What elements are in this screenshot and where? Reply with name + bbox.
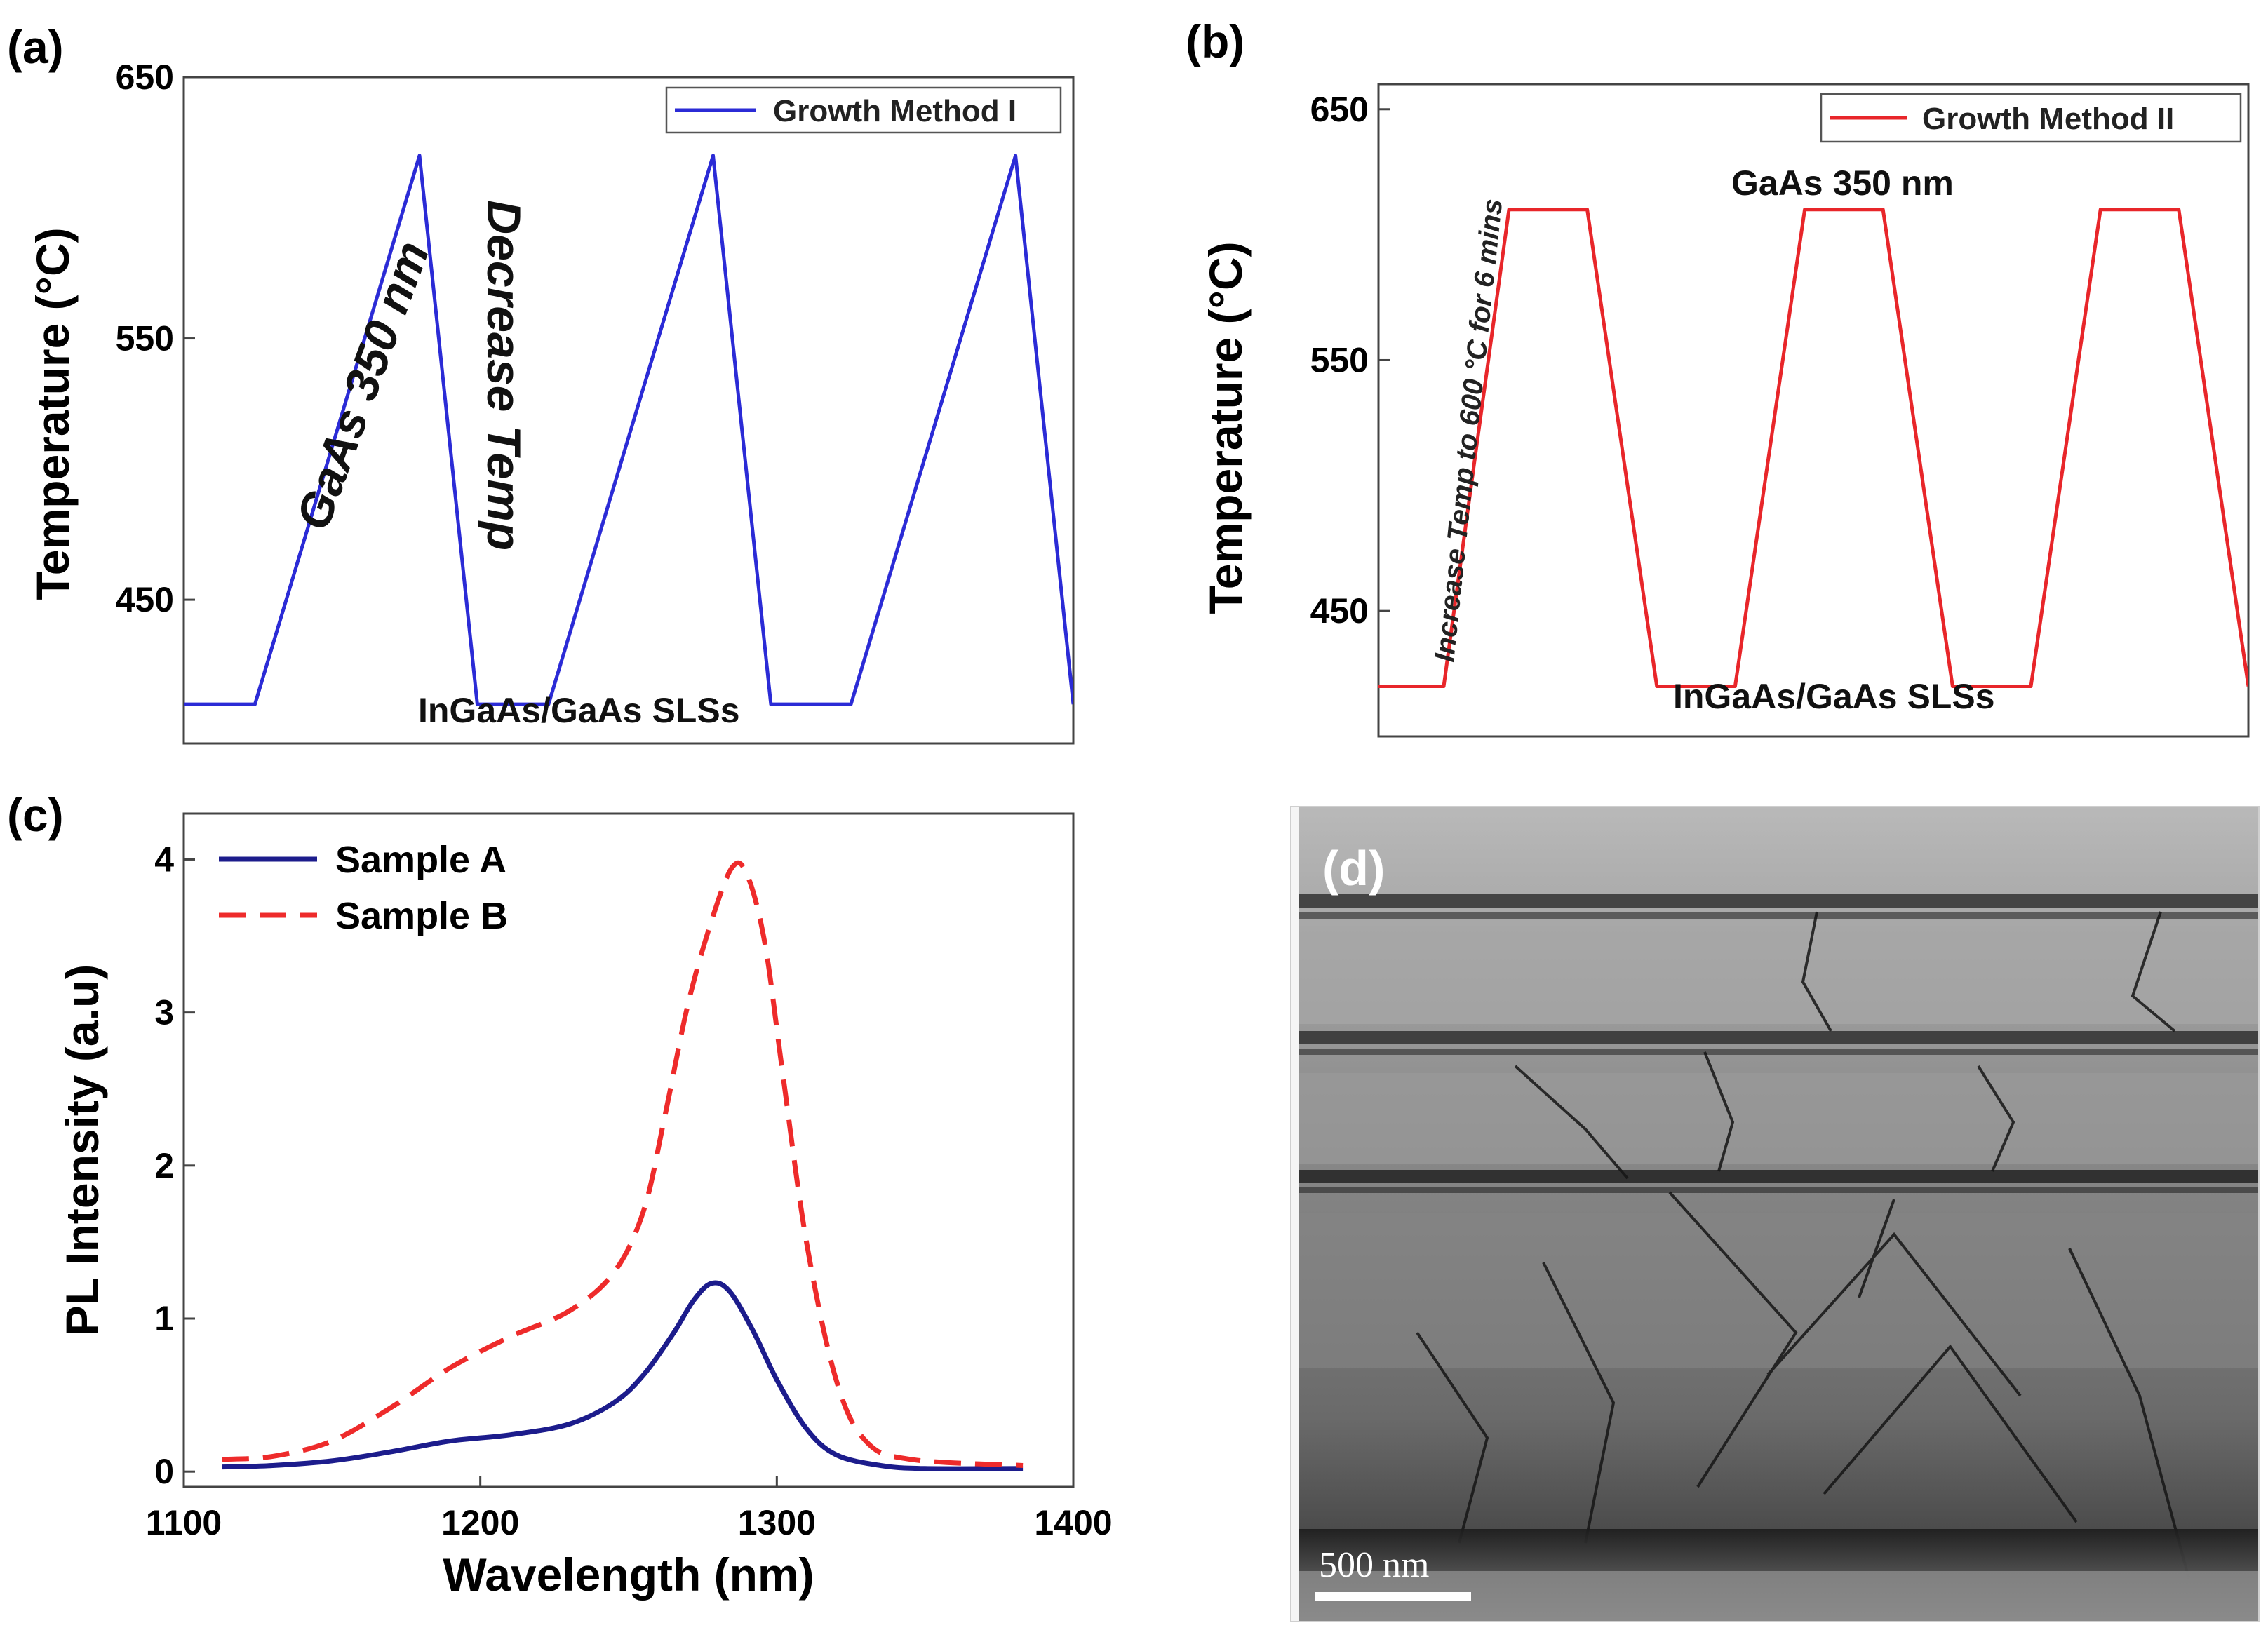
panel-c-legend: Sample A Sample B	[219, 839, 508, 937]
scale-bar	[1315, 1592, 1471, 1601]
panel-b-plot-frame	[1377, 83, 2250, 738]
panel-b: (b) 450 550 650 Temperature (°C) Growth Me…	[1186, 15, 2250, 738]
panel-a-annotation-gaas: GaAs 350 nm	[286, 234, 440, 537]
panel-a: (a) 450 550 650 Temperature (°C) Growth Me…	[7, 21, 1075, 745]
panel-c-letter: (c)	[7, 789, 64, 841]
x-tick-label: 1200	[441, 1503, 519, 1542]
panel-c-series	[222, 860, 1024, 1471]
panel-c-legend-label-sample-b: Sample B	[335, 895, 508, 937]
scale-bar-label: 500 nm	[1319, 1545, 1429, 1585]
tem-edge	[1291, 807, 1299, 1622]
y-tick-label: 2	[154, 1146, 174, 1185]
tem-dislocation	[1977, 1065, 2015, 1172]
panel-a-y-ticks: 450 550 650	[116, 58, 195, 619]
tem-dislocation	[2068, 1248, 2190, 1579]
y-tick-label: 450	[116, 580, 174, 619]
panel-b-annotation-slss: InGaAs/GaAs SLSs	[1673, 677, 1995, 716]
panel-b-annotation-gaas: GaAs 350 nm	[1731, 163, 1954, 203]
series-line-growth-method-ii	[1378, 208, 2248, 688]
tem-frame	[1290, 806, 2260, 1622]
tem-layer	[1291, 1213, 2259, 1368]
panel-c: (c) 0 1 2 3 4 1100 1200 1300 1400 PL Intensity (…	[7, 789, 1113, 1601]
panel-b-y-ticks: 450 550 650	[1310, 90, 1390, 631]
y-tick-label: 4	[154, 840, 174, 879]
panel-a-legend: Growth Method I	[665, 86, 1062, 134]
series-line-growth-method-i	[184, 154, 1073, 706]
panel-c-legend-label-sample-a: Sample A	[335, 839, 506, 881]
y-tick-label: 3	[154, 993, 174, 1032]
tem-dislocation	[2131, 911, 2176, 1032]
panel-b-letter: (b)	[1186, 15, 1244, 67]
panel-b-series	[1378, 208, 2248, 688]
tem-dislocation	[1416, 1331, 1489, 1544]
x-tick-label: 1300	[738, 1503, 816, 1542]
tem-sls-band	[1291, 1031, 2259, 1044]
tem-dislocations	[1416, 911, 2190, 1579]
tem-dislocation	[1514, 1065, 1629, 1180]
panel-c-x-axis-title: Wavelength (nm)	[443, 1549, 814, 1601]
series-line-sample-b	[222, 860, 1024, 1468]
x-tick-label: 1100	[146, 1503, 222, 1542]
y-tick-label: 650	[1310, 90, 1369, 129]
tem-dislocation	[1801, 911, 1832, 1032]
panel-d-letter: (d)	[1322, 841, 1385, 896]
tem-dislocation	[1668, 1191, 1798, 1488]
panel-a-annotation-slss: InGaAs/GaAs SLSs	[418, 691, 740, 730]
tem-dislocation	[1823, 1344, 2078, 1523]
series-line-sample-a	[222, 1280, 1024, 1471]
panel-b-y-axis-title: Temperature (°C)	[1200, 241, 1252, 614]
tem-sls-band	[1291, 1049, 2259, 1055]
panel-d: (d) 500 nm	[1290, 806, 2260, 1622]
tem-dislocation	[1703, 1051, 1735, 1172]
tem-sls-band	[1291, 894, 2259, 908]
panel-a-series	[184, 154, 1073, 706]
y-tick-label: 550	[1310, 340, 1369, 379]
panel-c-plot-frame	[182, 812, 1075, 1488]
y-tick-label: 0	[154, 1452, 174, 1491]
tem-layer	[1291, 1073, 2259, 1164]
y-tick-label: 450	[1310, 591, 1369, 631]
tem-sls-band	[1291, 1187, 2259, 1193]
panel-c-y-axis-title: PL Intensity (a.u)	[56, 964, 108, 1337]
panel-b-annotation-increase: Increase Temp to 600 °C for 6 mins	[1429, 197, 1508, 663]
panel-a-legend-label: Growth Method I	[773, 94, 1016, 128]
tem-dislocation	[1858, 1199, 1895, 1298]
tem-dislocation	[1542, 1262, 1616, 1544]
tem-sls-band	[1291, 1170, 2259, 1183]
panel-b-legend: Growth Method II	[1820, 93, 2242, 143]
panel-a-annotation-decrease: Decrease Temp	[477, 200, 530, 551]
x-tick-label: 1400	[1034, 1503, 1112, 1542]
tem-sls-band	[1291, 912, 2259, 919]
y-tick-label: 1	[154, 1299, 174, 1338]
tem-image	[1291, 807, 2259, 1622]
y-tick-label: 650	[116, 58, 174, 97]
panel-a-y-axis-title: Temperature (°C)	[27, 227, 79, 600]
panel-a-plot-frame	[182, 76, 1075, 745]
tem-dislocation	[1766, 1232, 2022, 1397]
panel-b-legend-label: Growth Method II	[1922, 102, 2174, 136]
panel-a-letter: (a)	[7, 21, 64, 73]
panel-c-ticks: 0 1 2 3 4 1100 1200 1300 1400	[146, 840, 1113, 1542]
tem-layer	[1291, 926, 2259, 1024]
y-tick-label: 550	[116, 319, 174, 358]
